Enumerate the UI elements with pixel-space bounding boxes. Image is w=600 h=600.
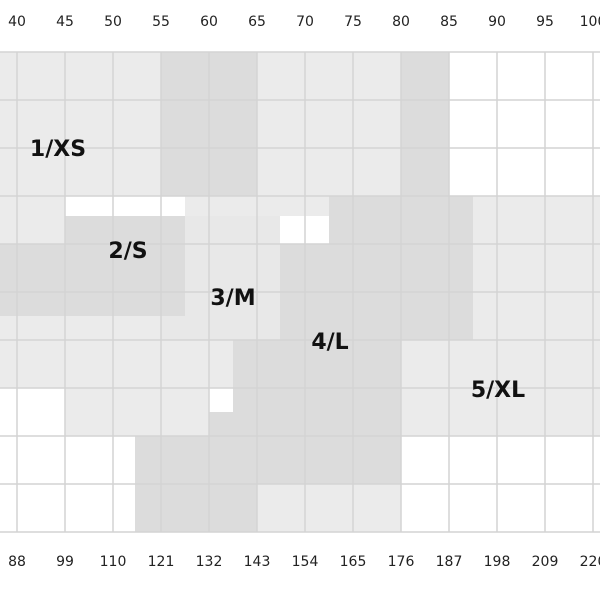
region-xl bbox=[473, 196, 600, 340]
size-label: 2/S bbox=[108, 239, 147, 264]
lbs-label: 88 bbox=[8, 554, 26, 570]
lbs-label: 110 bbox=[100, 554, 127, 570]
kg-label: 90 bbox=[488, 14, 506, 30]
region-shade bbox=[401, 52, 449, 196]
size-label: 5/XL bbox=[471, 378, 525, 403]
lbs-label: 176 bbox=[388, 554, 415, 570]
kg-label: 55 bbox=[152, 14, 170, 30]
kg-label: 65 bbox=[248, 14, 266, 30]
lbs-label: 132 bbox=[196, 554, 223, 570]
kg-label: 80 bbox=[392, 14, 410, 30]
region-light bbox=[65, 388, 209, 436]
kg-label: 85 bbox=[440, 14, 458, 30]
size-label: 3/M bbox=[210, 286, 255, 311]
lbs-label: 143 bbox=[244, 554, 271, 570]
grid bbox=[0, 51, 600, 533]
kg-label: 60 bbox=[200, 14, 218, 30]
lbs-label: 198 bbox=[484, 554, 511, 570]
size-label: 1/XS bbox=[30, 137, 86, 162]
kg-label: 70 bbox=[296, 14, 314, 30]
kg-label: 95 bbox=[536, 14, 554, 30]
lbs-label: 187 bbox=[436, 554, 463, 570]
region-xs bbox=[0, 196, 65, 244]
lbs-label: 220 bbox=[580, 554, 600, 570]
size-label: 4/L bbox=[311, 330, 348, 355]
kg-label: 75 bbox=[344, 14, 362, 30]
lbs-label: 209 bbox=[532, 554, 559, 570]
lbs-label: 154 bbox=[292, 554, 319, 570]
kg-label: 50 bbox=[104, 14, 122, 30]
kg-label: 100 bbox=[580, 14, 600, 30]
region-xl bbox=[257, 484, 401, 532]
kg-label: 40 bbox=[8, 14, 26, 30]
lbs-label: 121 bbox=[148, 554, 175, 570]
region-s bbox=[0, 216, 185, 316]
lbs-label: 99 bbox=[56, 554, 74, 570]
kg-label: 45 bbox=[56, 14, 74, 30]
labels: 1/XS 2/S 3/M 4/L 5/XL 40 45 50 55 60 65 70 75 80… bbox=[8, 14, 600, 570]
lbs-label: 165 bbox=[340, 554, 367, 570]
